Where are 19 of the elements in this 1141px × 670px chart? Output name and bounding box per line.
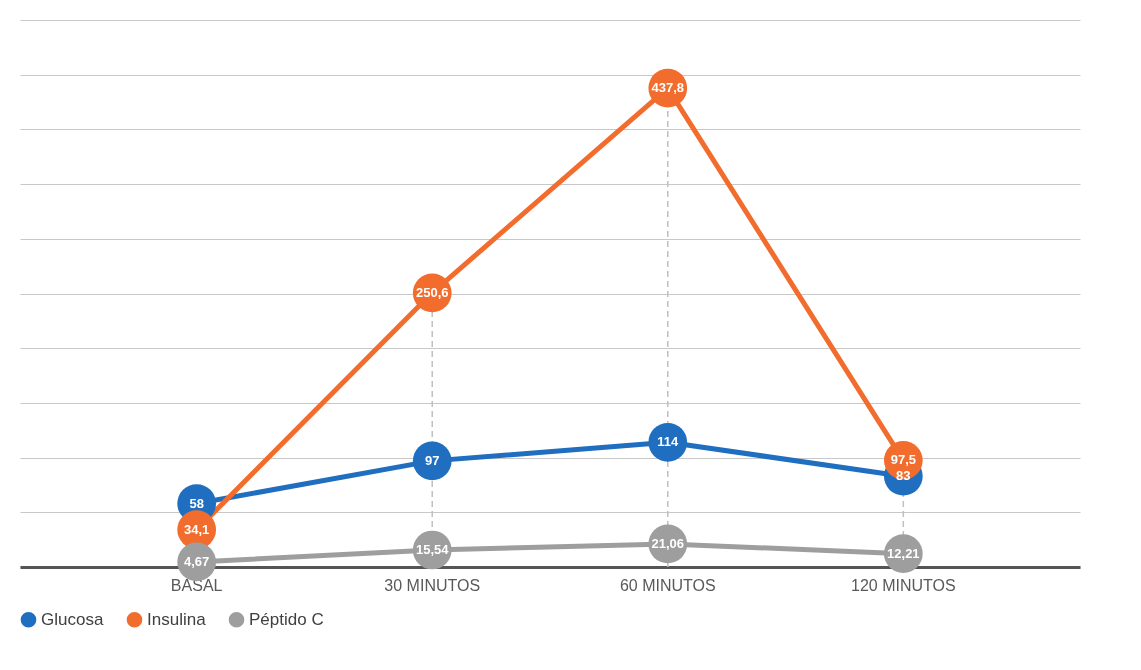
data-label: 15,54 xyxy=(415,542,450,557)
data-label: 34,1 xyxy=(184,521,210,537)
point xyxy=(412,441,452,481)
data-label: 114 xyxy=(657,434,680,450)
data-label: 97 xyxy=(424,452,440,468)
data-label: 12,21 xyxy=(887,545,920,561)
x-tick-label: BASAL xyxy=(170,576,223,594)
data-label: 21,06 xyxy=(651,535,685,551)
x-tick-label: 60 MINUTOS xyxy=(619,576,716,594)
x-tick-label: 30 MINUTOS xyxy=(384,576,481,594)
data-label: 97,5 xyxy=(890,452,916,468)
x-tick-label: 120 MINUTOS xyxy=(851,576,956,594)
legend-label: Glucosa xyxy=(41,609,104,629)
data-label: 250,6 xyxy=(415,284,449,300)
data-label: 4,67 xyxy=(184,553,210,569)
legend-label: Insulina xyxy=(147,609,207,629)
data-label: 58 xyxy=(189,495,204,511)
data-label: 437,8 xyxy=(651,80,685,96)
legend-label: Péptido C xyxy=(249,609,324,629)
